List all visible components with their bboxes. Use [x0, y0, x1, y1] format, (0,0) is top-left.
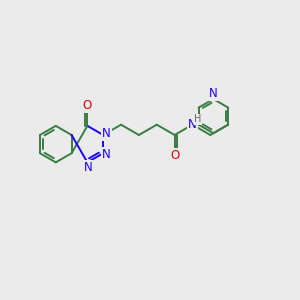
Text: O: O — [170, 149, 179, 162]
Text: N: N — [102, 148, 111, 161]
Text: H: H — [194, 114, 201, 124]
Text: N: N — [188, 118, 197, 131]
Text: N: N — [209, 87, 218, 100]
Text: N: N — [84, 161, 92, 174]
Text: O: O — [83, 99, 92, 112]
Text: N: N — [102, 127, 111, 140]
